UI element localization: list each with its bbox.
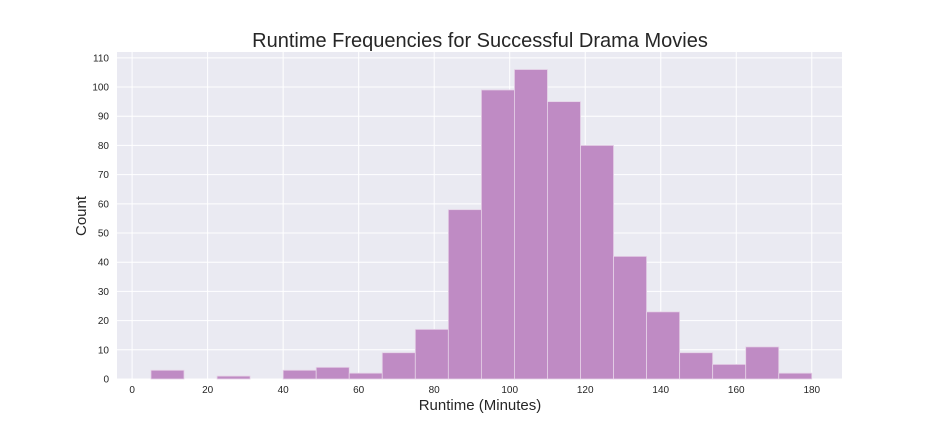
x-tick-label: 180 [803, 385, 820, 396]
histogram-bar [547, 101, 581, 380]
y-tick-label: 20 [98, 316, 110, 327]
histogram-bar [679, 352, 714, 380]
histogram-bar [480, 89, 515, 380]
histogram-bar [414, 328, 449, 380]
y-tick-label: 0 [103, 375, 109, 386]
x-tick-label: 120 [577, 385, 594, 396]
y-tick-label: 60 [98, 199, 110, 210]
histogram-bar [712, 364, 747, 380]
x-tick-label: 100 [501, 385, 518, 396]
x-tick-label: 140 [652, 385, 669, 396]
x-tick-labels: 0 20 40 60 80 100 120 140 160 180 [129, 385, 820, 396]
histogram-bar [613, 255, 647, 380]
y-tick-label: 110 [93, 53, 109, 64]
x-axis-label: Runtime (Minutes) [419, 397, 542, 414]
y-tick-label: 80 [98, 141, 110, 152]
histogram-bar [381, 352, 416, 380]
histogram-bar [514, 69, 548, 380]
y-axis-label: Count [73, 195, 90, 236]
x-tick-label: 0 [129, 385, 135, 396]
x-tick-label: 60 [353, 385, 365, 396]
histogram-bar [646, 311, 681, 380]
y-tick-label: 40 [98, 258, 110, 269]
x-tick-label: 20 [202, 385, 214, 396]
y-tick-label: 70 [98, 170, 110, 181]
histogram-bar [580, 145, 614, 380]
x-tick-label: 80 [429, 385, 441, 396]
y-tick-label: 50 [98, 229, 110, 240]
y-tick-label: 30 [98, 287, 110, 298]
histogram-bar [745, 346, 780, 380]
histogram-bar [282, 369, 317, 380]
histogram-bar [778, 372, 813, 380]
histogram-bar [315, 366, 350, 380]
y-tick-label: 90 [98, 112, 110, 123]
y-tick-label: 100 [92, 83, 109, 94]
x-tick-label: 160 [728, 385, 745, 396]
histogram-bar [216, 375, 251, 380]
histogram-bar [447, 209, 482, 380]
x-tick-label: 40 [278, 385, 290, 396]
histogram-bar [150, 369, 185, 380]
bars [150, 69, 813, 380]
y-tick-label: 10 [98, 345, 110, 356]
y-tick-labels: 0 10 20 30 40 50 60 70 80 90 100 110 [92, 53, 109, 385]
chart-title: Runtime Frequencies for Successful Drama… [252, 30, 708, 52]
histogram-bar [348, 372, 383, 380]
